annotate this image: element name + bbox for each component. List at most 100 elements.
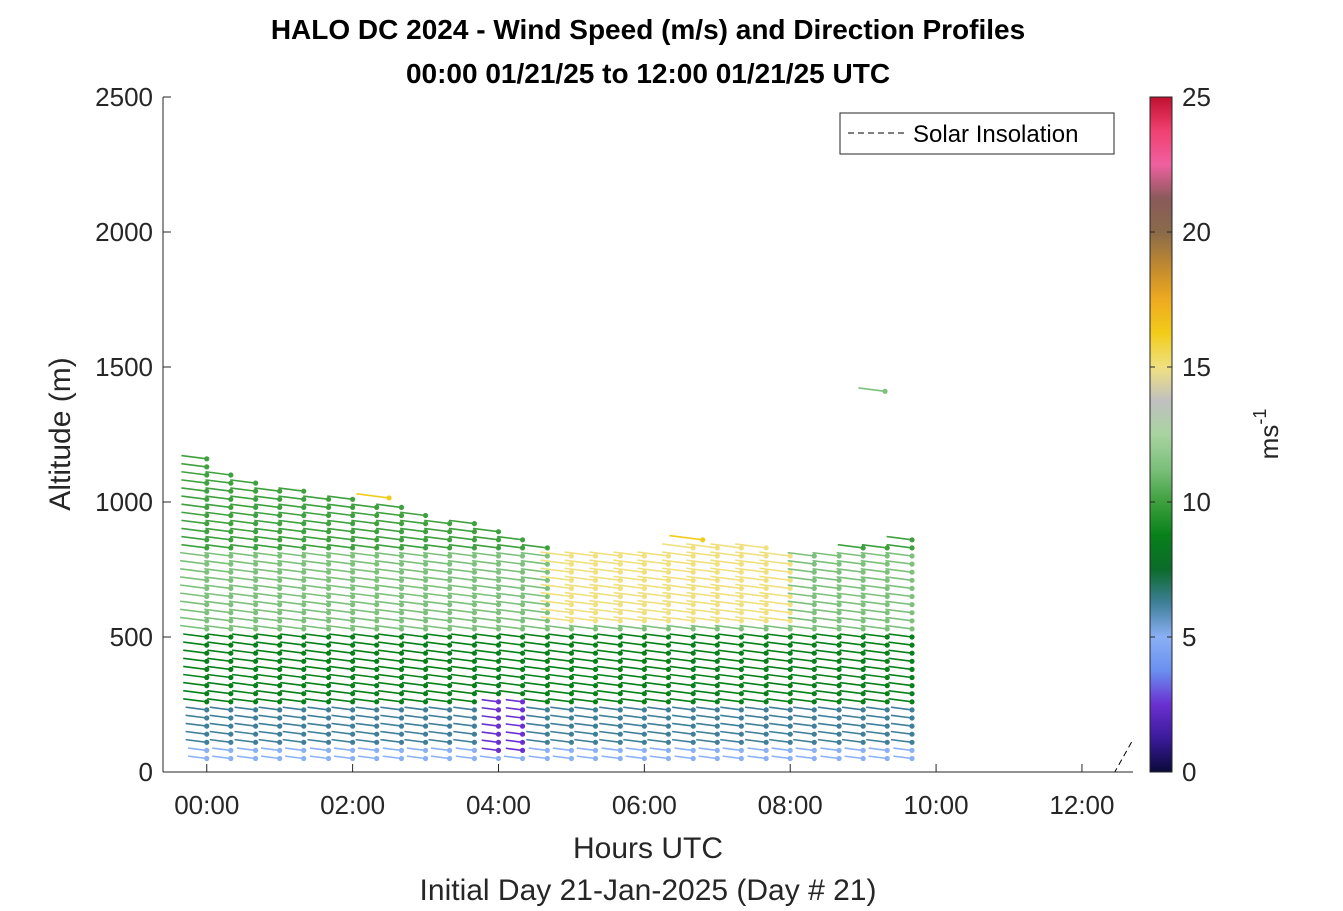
wind-barb-point [544, 545, 550, 551]
wind-barb-shaft [744, 722, 767, 727]
wind-barb-shaft [860, 576, 888, 582]
wind-barb-point [714, 618, 720, 624]
wind-barb-point [665, 593, 672, 600]
wind-barb-shaft [205, 543, 231, 549]
wind-barb-shaft [690, 624, 718, 630]
wind-barb-shaft [401, 689, 426, 695]
wind-barb-point [617, 569, 623, 575]
wind-barb-shaft [574, 738, 596, 744]
wind-barb-point [277, 593, 283, 600]
wind-barb-shaft [495, 576, 523, 582]
wind-barb-point [909, 723, 915, 729]
wind-barb-shaft [771, 747, 791, 752]
wind-barb-point [641, 561, 647, 567]
wind-barb-shaft [766, 689, 791, 695]
wind-barb-shaft [254, 503, 280, 509]
wind-barb-point [204, 593, 210, 600]
wind-barb-point [228, 650, 234, 656]
wind-barb-shaft [325, 551, 353, 557]
wind-barb-point [690, 602, 696, 608]
wind-barb-shaft [523, 657, 548, 663]
wind-barb-point [811, 593, 817, 600]
wind-barb-point [350, 723, 356, 729]
wind-barb-shaft [644, 641, 669, 646]
wind-barb-shaft [425, 689, 450, 695]
wind-barb-shaft [599, 738, 621, 744]
wind-barb-point [447, 537, 453, 543]
wind-barb-shaft [185, 714, 207, 719]
wind-barb-shaft [355, 714, 377, 719]
wind-barb-shaft [787, 608, 815, 614]
wind-barb-point [398, 561, 405, 567]
wind-barb-shaft [505, 747, 523, 752]
wind-barb-point [228, 674, 234, 681]
wind-barb-point [860, 723, 866, 729]
wind-barb-point [447, 666, 453, 673]
wind-barb-point [665, 739, 672, 745]
wind-barb-point [787, 585, 793, 592]
wind-barb-shaft [863, 689, 888, 695]
wind-barb-shaft [617, 624, 645, 630]
wind-barb-shaft [623, 722, 645, 727]
wind-barb-point [301, 577, 307, 583]
wind-barb-point [374, 634, 380, 640]
wind-barb-shaft [815, 657, 840, 663]
wind-barb-point [641, 658, 647, 664]
wind-barb-shaft [766, 633, 791, 638]
wind-barb-shaft [301, 568, 329, 573]
wind-barb-shaft [505, 723, 523, 727]
wind-barb-shaft [382, 755, 402, 760]
wind-barb-shaft [717, 673, 742, 679]
wind-barb-point [690, 650, 696, 656]
wind-barb-point [568, 699, 575, 705]
wind-barb-shaft [181, 479, 207, 484]
wind-barb-point [787, 650, 793, 656]
wind-barb-shaft [547, 673, 572, 679]
wind-barb-point [763, 699, 769, 705]
wind-barb-point [228, 521, 234, 527]
wind-barb-shaft [888, 649, 913, 654]
wind-barb-point [204, 585, 210, 592]
wind-barb-point [374, 739, 380, 745]
wind-barb-shaft [205, 519, 231, 525]
wind-barb-shaft [735, 543, 767, 549]
wind-barb-point [253, 747, 259, 754]
wind-barb-point [665, 610, 672, 616]
wind-barb-shaft [759, 567, 791, 573]
wind-barb-shaft [325, 559, 353, 565]
wind-barb-shaft [498, 681, 523, 687]
wind-barb-point [374, 561, 380, 567]
wind-barb-point [228, 585, 234, 592]
wind-barb-shaft [400, 535, 426, 541]
wind-barb-point [763, 610, 769, 616]
wind-barb-shaft [404, 706, 426, 711]
wind-barb-shaft [550, 730, 572, 735]
wind-barb-point [277, 674, 283, 681]
wind-barb-point [665, 634, 672, 640]
wind-barb-point [374, 674, 380, 681]
wind-barb-point [714, 755, 720, 762]
wind-barb-shaft [836, 624, 864, 630]
wind-barb-point [690, 674, 696, 681]
wind-barb-shaft [231, 673, 256, 679]
wind-barb-point [544, 577, 550, 583]
wind-barb-point [253, 529, 259, 535]
wind-barb-shaft [498, 633, 523, 638]
wind-barb-point [422, 593, 429, 600]
wind-barb-point [665, 553, 672, 559]
wind-barb-point [253, 723, 259, 729]
wind-barb-point [836, 723, 842, 729]
wind-barb-point [374, 553, 380, 559]
wind-barb-shaft [254, 519, 280, 525]
wind-barb-shaft [620, 698, 645, 703]
wind-barb-shaft [710, 607, 742, 614]
wind-barb-point [787, 577, 793, 583]
wind-barb-point [860, 683, 866, 689]
wind-barb-point [471, 634, 478, 640]
wind-barb-point [398, 602, 405, 608]
wind-barb-shaft [564, 567, 596, 573]
wind-barb-point [398, 512, 405, 519]
wind-barb-point [641, 577, 647, 583]
wind-barb-point [884, 674, 890, 681]
